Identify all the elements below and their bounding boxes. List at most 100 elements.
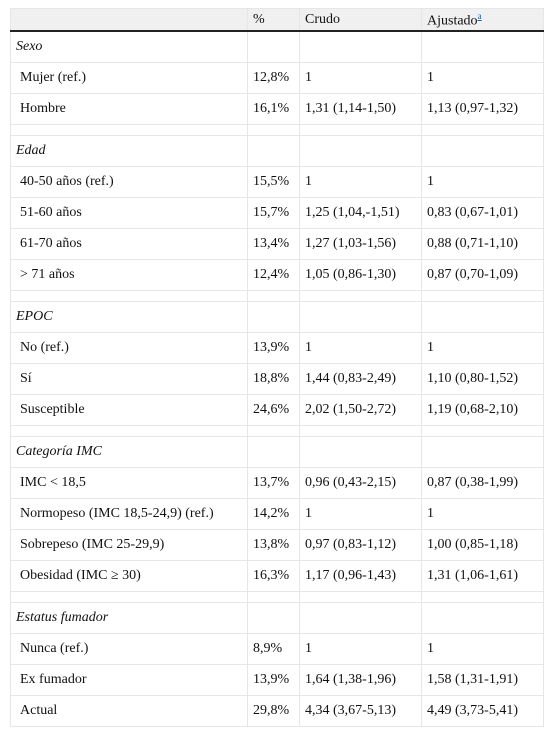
section-spacer bbox=[10, 425, 544, 437]
empty-cell bbox=[247, 301, 300, 333]
header-crudo: Crudo bbox=[299, 8, 422, 32]
spacer-cell bbox=[299, 591, 422, 603]
empty-cell bbox=[247, 135, 300, 167]
row-percent: 13,8% bbox=[247, 529, 300, 561]
row-percent: 16,3% bbox=[247, 560, 300, 592]
row-percent: 15,5% bbox=[247, 166, 300, 198]
table-row: Sobrepeso (IMC 25-29,9) 13,8% 0,97 (0,83-1… bbox=[10, 529, 544, 561]
row-ajustado: 1,13 (0,97-1,32) bbox=[421, 93, 544, 125]
section-title: EPOC bbox=[10, 301, 248, 333]
row-ajustado: 1 bbox=[421, 62, 544, 94]
table-row: 51-60 años 15,7% 1,25 (1,04,-1,51) 0,83 (0,… bbox=[10, 197, 544, 229]
row-percent: 12,8% bbox=[247, 62, 300, 94]
row-percent: 13,9% bbox=[247, 664, 300, 696]
spacer-cell bbox=[421, 425, 544, 437]
row-crudo: 0,97 (0,83-1,12) bbox=[299, 529, 422, 561]
table-row: Ex fumador 13,9% 1,64 (1,38-1,96) 1,58 (1,3… bbox=[10, 664, 544, 696]
row-crudo: 1,31 (1,14-1,50) bbox=[299, 93, 422, 125]
spacer-cell bbox=[421, 591, 544, 603]
footnote-link[interactable]: a bbox=[477, 11, 482, 22]
row-crudo: 1,44 (0,83-2,49) bbox=[299, 363, 422, 395]
spacer-cell bbox=[10, 124, 248, 136]
spacer-cell bbox=[247, 290, 300, 302]
table-row: Mujer (ref.) 12,8% 1 1 bbox=[10, 62, 544, 94]
row-crudo: 2,02 (1,50-2,72) bbox=[299, 394, 422, 426]
empty-cell bbox=[421, 135, 544, 167]
row-label: Mujer (ref.) bbox=[10, 62, 248, 94]
empty-cell bbox=[299, 602, 422, 634]
row-crudo: 4,34 (3,67-5,13) bbox=[299, 695, 422, 727]
row-percent: 24,6% bbox=[247, 394, 300, 426]
empty-cell bbox=[421, 301, 544, 333]
section-header-row: Estatus fumador bbox=[10, 602, 544, 634]
row-label: IMC < 18,5 bbox=[10, 467, 248, 499]
row-ajustado: 1 bbox=[421, 166, 544, 198]
section-title: Sexo bbox=[10, 30, 248, 63]
empty-cell bbox=[247, 436, 300, 468]
table-row: 40-50 años (ref.) 15,5% 1 1 bbox=[10, 166, 544, 198]
row-percent: 18,8% bbox=[247, 363, 300, 395]
row-label: Susceptible bbox=[10, 394, 248, 426]
table-row: Obesidad (IMC ≥ 30) 16,3% 1,17 (0,96-1,43)… bbox=[10, 560, 544, 592]
table-row: Susceptible 24,6% 2,02 (1,50-2,72) 1,19 (0,… bbox=[10, 394, 544, 426]
empty-cell bbox=[299, 30, 422, 63]
table-row: > 71 años 12,4% 1,05 (0,86-1,30) 0,87 (0,70… bbox=[10, 259, 544, 291]
spacer-cell bbox=[299, 425, 422, 437]
row-ajustado: 1,19 (0,68-2,10) bbox=[421, 394, 544, 426]
row-label: 61-70 años bbox=[10, 228, 248, 260]
table-row: Sí 18,8% 1,44 (0,83-2,49) 1,10 (0,80-1,52) bbox=[10, 363, 544, 395]
spacer-cell bbox=[421, 124, 544, 136]
spacer-cell bbox=[299, 124, 422, 136]
table-row: 61-70 años 13,4% 1,27 (1,03-1,56) 0,88 (0,7… bbox=[10, 228, 544, 260]
spacer-cell bbox=[10, 591, 248, 603]
row-label: Hombre bbox=[10, 93, 248, 125]
results-table: % Crudo Ajustadoa Sexo Mujer (ref.) 12,8% 1… bbox=[10, 8, 544, 727]
row-label: Nunca (ref.) bbox=[10, 633, 248, 665]
row-ajustado: 0,87 (0,70-1,09) bbox=[421, 259, 544, 291]
section-spacer bbox=[10, 124, 544, 136]
spacer-cell bbox=[299, 290, 422, 302]
row-percent: 8,9% bbox=[247, 633, 300, 665]
row-crudo: 1 bbox=[299, 498, 422, 530]
row-ajustado: 0,88 (0,71-1,10) bbox=[421, 228, 544, 260]
row-crudo: 1,27 (1,03-1,56) bbox=[299, 228, 422, 260]
row-crudo: 1 bbox=[299, 62, 422, 94]
row-ajustado: 1 bbox=[421, 332, 544, 364]
row-ajustado: 1,31 (1,06-1,61) bbox=[421, 560, 544, 592]
table-row: Nunca (ref.) 8,9% 1 1 bbox=[10, 633, 544, 665]
empty-cell bbox=[421, 436, 544, 468]
row-ajustado: 0,87 (0,38-1,99) bbox=[421, 467, 544, 499]
empty-cell bbox=[247, 602, 300, 634]
row-ajustado: 1 bbox=[421, 633, 544, 665]
row-label: Obesidad (IMC ≥ 30) bbox=[10, 560, 248, 592]
row-label: No (ref.) bbox=[10, 332, 248, 364]
row-label: > 71 años bbox=[10, 259, 248, 291]
empty-cell bbox=[299, 436, 422, 468]
row-percent: 15,7% bbox=[247, 197, 300, 229]
row-label: Ex fumador bbox=[10, 664, 248, 696]
row-crudo: 1,05 (0,86-1,30) bbox=[299, 259, 422, 291]
table-header-row: % Crudo Ajustadoa bbox=[10, 8, 544, 32]
empty-cell bbox=[421, 602, 544, 634]
table-row: No (ref.) 13,9% 1 1 bbox=[10, 332, 544, 364]
row-crudo: 1,17 (0,96-1,43) bbox=[299, 560, 422, 592]
section-header-row: Edad bbox=[10, 135, 544, 167]
row-label: 40-50 años (ref.) bbox=[10, 166, 248, 198]
row-crudo: 1 bbox=[299, 332, 422, 364]
table-row: Actual 29,8% 4,34 (3,67-5,13) 4,49 (3,73-5,… bbox=[10, 695, 544, 727]
empty-cell bbox=[421, 30, 544, 63]
table-row: Hombre 16,1% 1,31 (1,14-1,50) 1,13 (0,97-1,… bbox=[10, 93, 544, 125]
row-label: Normopeso (IMC 18,5-24,9) (ref.) bbox=[10, 498, 248, 530]
row-ajustado: 0,83 (0,67-1,01) bbox=[421, 197, 544, 229]
section-header-row: Categoría IMC bbox=[10, 436, 544, 468]
row-crudo: 0,96 (0,43-2,15) bbox=[299, 467, 422, 499]
row-percent: 14,2% bbox=[247, 498, 300, 530]
section-header-row: Sexo bbox=[10, 30, 544, 63]
spacer-cell bbox=[421, 290, 544, 302]
row-label: Sobrepeso (IMC 25-29,9) bbox=[10, 529, 248, 561]
row-ajustado: 1,10 (0,80-1,52) bbox=[421, 363, 544, 395]
row-percent: 13,7% bbox=[247, 467, 300, 499]
spacer-cell bbox=[247, 124, 300, 136]
header-percent: % bbox=[247, 8, 300, 32]
header-ajustado: Ajustadoa bbox=[421, 8, 544, 32]
